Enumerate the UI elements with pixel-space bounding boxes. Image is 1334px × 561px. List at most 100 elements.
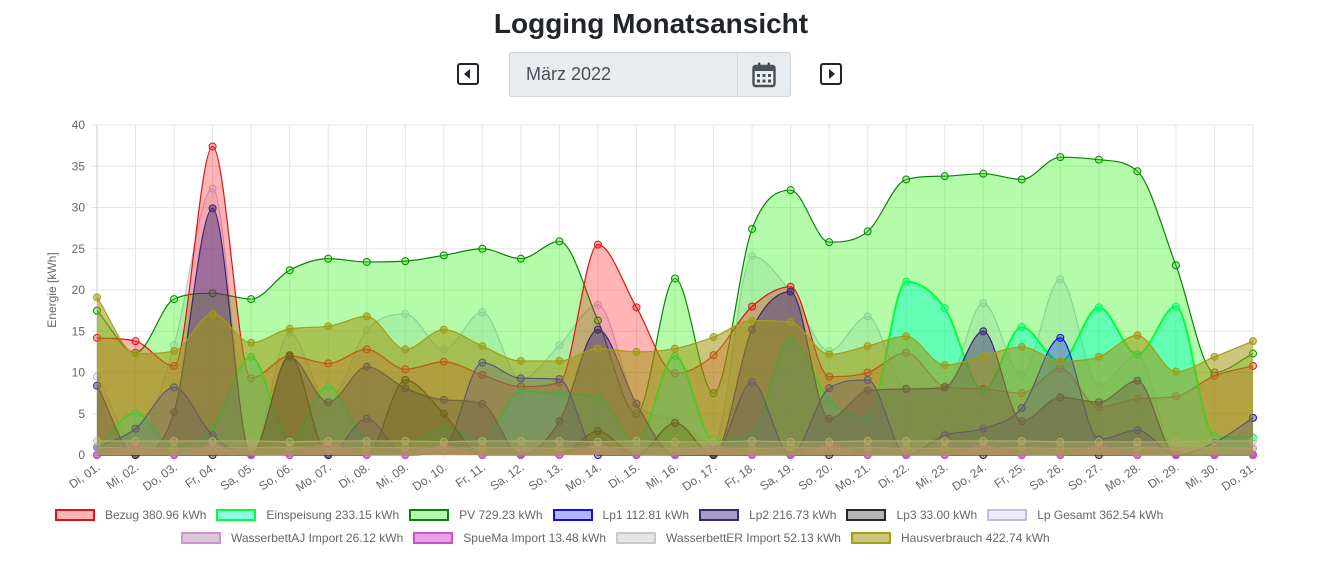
legend-label: SpueMa Import 13.48 kWh bbox=[463, 531, 607, 545]
data-point bbox=[786, 287, 795, 296]
y-tick-label: 35 bbox=[72, 159, 86, 173]
x-tick-label: So, 27. bbox=[1065, 460, 1104, 493]
data-point bbox=[401, 257, 410, 266]
legend-item-wasserbetter[interactable]: WasserbettER Import 52.13 kWh bbox=[616, 531, 841, 545]
legend-label: Lp Gesamt 362.54 kWh bbox=[1037, 508, 1164, 522]
x-tick-label: Sa, 12. bbox=[487, 460, 526, 493]
legend-item-hausverbrauch[interactable]: Hausverbrauch 422.74 kWh bbox=[850, 531, 1050, 545]
data-point bbox=[208, 184, 217, 193]
x-tick-label: Mi, 23. bbox=[913, 460, 951, 492]
legend-swatch bbox=[409, 509, 450, 521]
data-point bbox=[825, 238, 834, 247]
series-line bbox=[96, 156, 1254, 415]
data-point bbox=[1056, 153, 1065, 162]
data-point bbox=[902, 332, 911, 341]
data-point bbox=[940, 172, 949, 181]
data-point bbox=[748, 316, 757, 325]
data-point bbox=[825, 350, 834, 359]
y-tick-label: 10 bbox=[72, 366, 86, 380]
data-point bbox=[285, 266, 294, 275]
x-tick-label: So, 06. bbox=[256, 460, 295, 493]
x-tick-label: Mi, 30. bbox=[1183, 460, 1221, 492]
data-point bbox=[324, 254, 333, 263]
legend-swatch bbox=[552, 509, 593, 521]
data-point bbox=[593, 325, 602, 334]
month-picker[interactable]: März 2022 bbox=[509, 52, 791, 97]
data-point bbox=[1017, 323, 1026, 332]
data-point bbox=[401, 309, 410, 318]
legend-item-wasserbettaj[interactable]: WasserbettAJ Import 26.12 kWh bbox=[181, 531, 403, 545]
x-tick-label: Di, 29. bbox=[1145, 460, 1181, 491]
legend-item-lp2[interactable]: Lp2 216.73 kWh bbox=[699, 508, 836, 522]
x-tick-label: Mi, 02. bbox=[104, 460, 142, 492]
legend-item-einspeisung[interactable]: Einspeisung 233.15 kWh bbox=[216, 508, 399, 522]
legend-swatch bbox=[846, 509, 887, 521]
data-point bbox=[940, 361, 949, 370]
data-point bbox=[979, 327, 988, 336]
data-point bbox=[863, 312, 872, 321]
data-point bbox=[1249, 337, 1257, 346]
data-point bbox=[671, 344, 679, 353]
data-point bbox=[786, 318, 795, 327]
x-tick-label: Mi, 16. bbox=[643, 460, 681, 492]
legend-label: Lp3 33.00 kWh bbox=[896, 508, 978, 522]
data-point bbox=[979, 352, 988, 360]
legend-item-pv[interactable]: PV 729.23 kWh bbox=[409, 508, 543, 522]
next-month-button[interactable] bbox=[820, 63, 842, 85]
legend-swatch bbox=[699, 509, 740, 521]
legend-swatch bbox=[616, 532, 657, 544]
data-point bbox=[208, 142, 217, 151]
data-point bbox=[979, 299, 988, 308]
data-point bbox=[93, 293, 101, 302]
data-point bbox=[170, 347, 179, 356]
data-point bbox=[555, 237, 564, 246]
data-point bbox=[516, 254, 525, 263]
x-tick-label: Mo, 14. bbox=[563, 460, 604, 494]
data-point bbox=[1094, 303, 1103, 312]
data-point bbox=[247, 295, 256, 304]
data-point bbox=[478, 342, 487, 351]
data-point bbox=[902, 277, 911, 286]
data-point bbox=[940, 304, 949, 313]
calendar-button[interactable] bbox=[737, 52, 791, 97]
data-point bbox=[979, 169, 988, 178]
x-tick-label: Mo, 28. bbox=[1102, 460, 1143, 494]
data-point bbox=[516, 356, 525, 365]
x-tick-label: Sa, 19. bbox=[757, 460, 796, 493]
data-point bbox=[555, 341, 564, 350]
x-tick-label: Fr, 25. bbox=[992, 460, 1028, 491]
x-tick-label: Do, 03. bbox=[140, 460, 180, 494]
data-point bbox=[1133, 331, 1142, 340]
y-tick-label: 30 bbox=[72, 201, 86, 215]
data-point bbox=[1056, 333, 1065, 342]
legend-label: Lp1 112.81 kWh bbox=[602, 508, 690, 522]
data-point bbox=[324, 322, 333, 331]
legend-item-lp1[interactable]: Lp1 112.81 kWh bbox=[552, 508, 690, 522]
month-input[interactable]: März 2022 bbox=[509, 52, 737, 97]
legend-item-spuema[interactable]: SpueMa Import 13.48 kWh bbox=[413, 531, 606, 545]
data-point bbox=[748, 302, 757, 311]
data-point bbox=[748, 252, 757, 261]
y-axis-title: Energie [kWh] bbox=[45, 252, 59, 327]
series-hausverbrauch bbox=[93, 293, 1257, 455]
series-area bbox=[97, 297, 1253, 455]
data-point bbox=[1017, 342, 1026, 351]
legend-label: WasserbettER Import 52.13 kWh bbox=[666, 531, 841, 545]
legend-item-lpgesamt[interactable]: Lp Gesamt 362.54 kWh bbox=[987, 508, 1163, 522]
data-point bbox=[1171, 302, 1180, 311]
data-point bbox=[863, 227, 872, 236]
legend-item-bezug[interactable]: Bezug 380.96 kWh bbox=[55, 508, 206, 522]
data-point bbox=[362, 257, 371, 266]
data-point bbox=[786, 186, 795, 195]
caret-right-icon bbox=[829, 69, 835, 79]
legend-swatch bbox=[181, 532, 221, 544]
previous-month-button[interactable] bbox=[457, 63, 479, 85]
x-tick-label: Di, 15. bbox=[606, 460, 642, 491]
legend-item-lp3[interactable]: Lp3 33.00 kWh bbox=[846, 508, 977, 522]
data-point bbox=[593, 316, 602, 325]
x-tick-label: Di, 01. bbox=[66, 460, 102, 491]
legend-label: Einspeisung 233.15 kWh bbox=[266, 508, 400, 522]
data-point bbox=[1210, 352, 1219, 361]
data-point bbox=[1056, 356, 1065, 365]
